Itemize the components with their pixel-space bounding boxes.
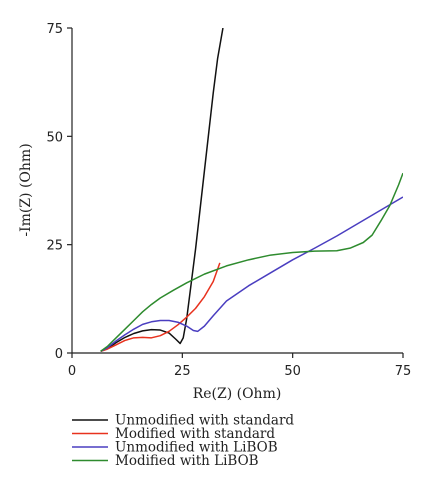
x-tick-label: 0 [68,364,76,379]
y-tick-label: 25 [46,239,63,254]
x-tick-label: 25 [174,364,191,379]
series-line-2 [100,262,221,352]
x-axis-label: Re(Z) (Ohm) [193,386,282,402]
series-line-3 [100,196,403,352]
y-tick-label: 75 [46,22,63,37]
legend-label-2: Modified with standard [115,426,275,442]
legend-label-3: Unmodified with LiBOB [115,440,278,456]
x-tick-label: 75 [395,364,412,379]
legend-label-4: Modified with LiBOB [115,453,259,469]
x-tick-label: 50 [284,364,301,379]
series-line-1 [100,28,224,352]
tick-labels: 0 25 50 75 0 25 50 75 [46,22,411,379]
series-lines [100,28,403,352]
tick-marks [67,27,404,358]
legend-label-1: Unmodified with standard [115,413,294,429]
y-tick-label: 0 [55,347,63,362]
axes [71,28,403,354]
series-line-4 [100,172,403,352]
y-tick-label: 50 [46,130,63,145]
y-axis-label: -Im(Z) (Ohm) [18,143,34,236]
